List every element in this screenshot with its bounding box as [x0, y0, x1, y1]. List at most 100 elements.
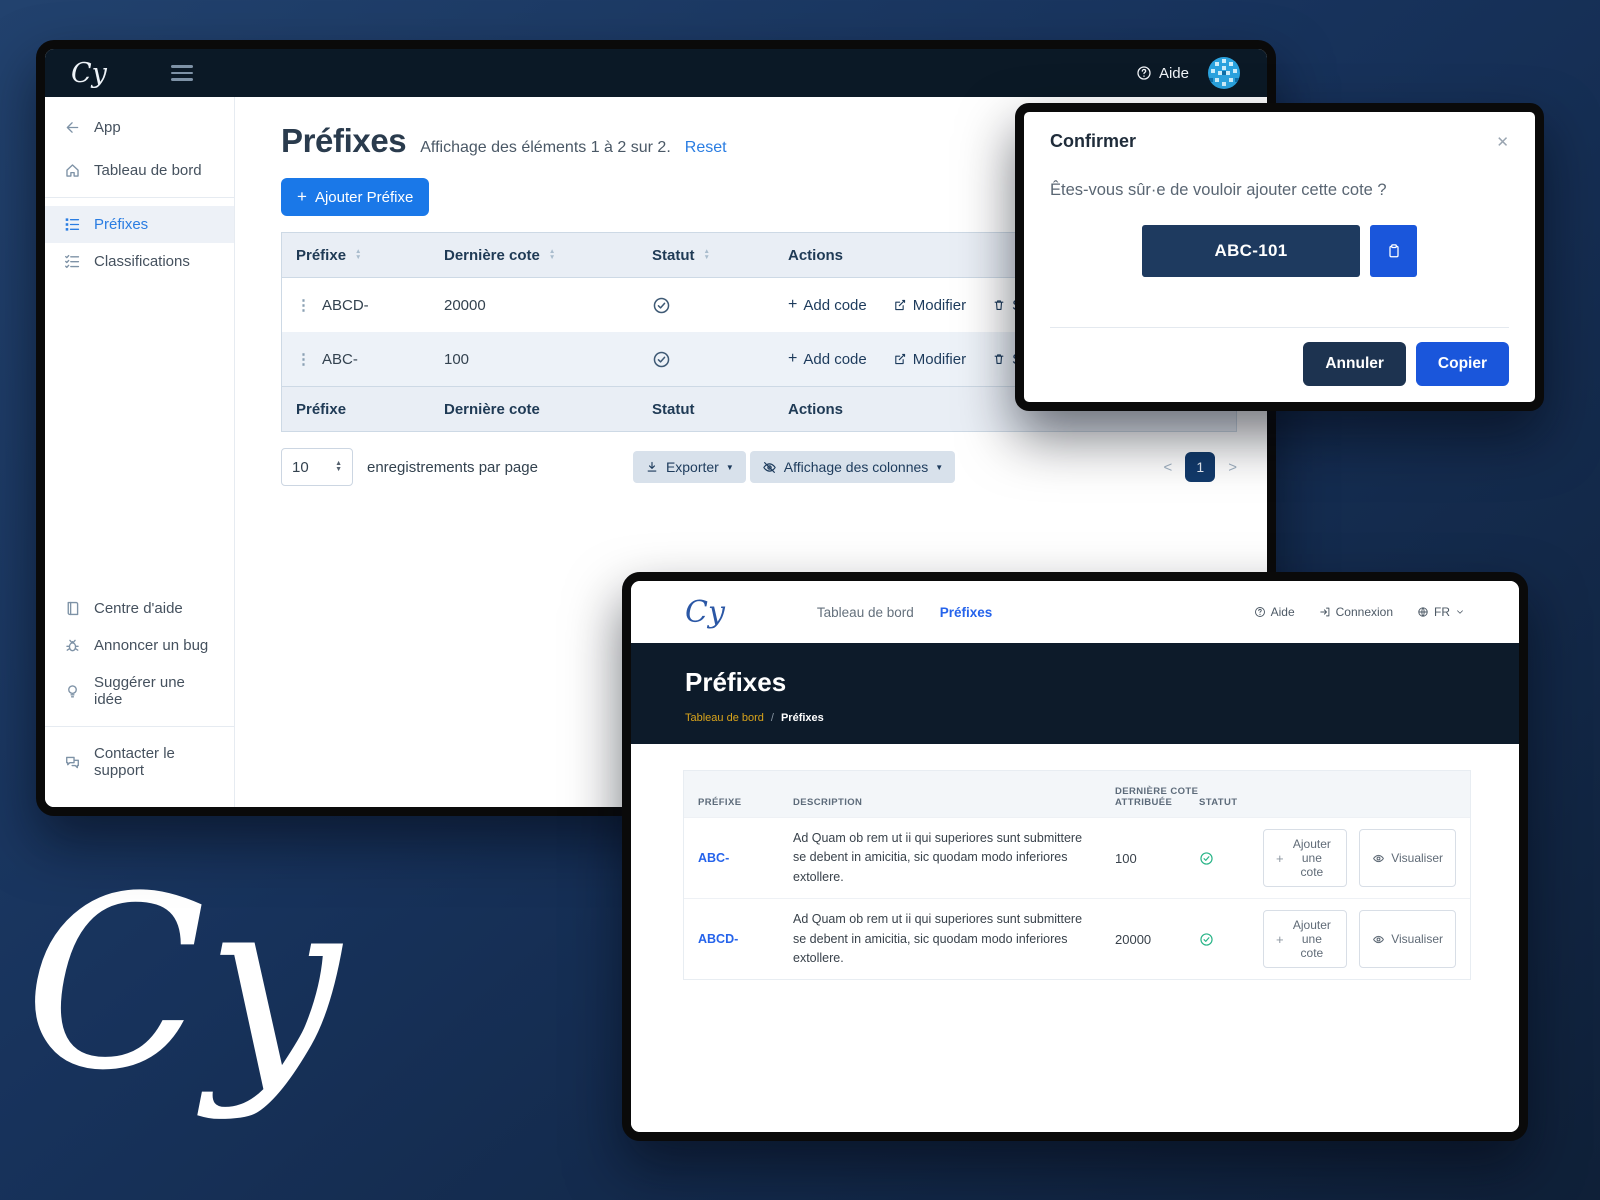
stepper-icon: ▲ ▼ [335, 460, 342, 473]
sidebar-item-classifications[interactable]: Classifications [45, 243, 234, 280]
public-content: PRÉFIXE DESCRIPTION DERNIÈRE COTE ATTRIB… [631, 744, 1519, 1132]
table-row: ABC- Ad Quam ob rem ut ii qui superiores… [684, 817, 1470, 898]
hero-title: Préfixes [685, 667, 787, 697]
next-page-button[interactable]: > [1228, 458, 1237, 476]
export-button[interactable]: Exporter ▼ [632, 451, 746, 483]
nav-help-label: Aide [1270, 605, 1295, 619]
drag-handle-icon[interactable]: ⋮ [296, 297, 311, 314]
prefix-link[interactable]: ABC- [698, 851, 730, 866]
breadcrumb-dashboard-link[interactable]: Tableau de bord [685, 712, 764, 724]
last-code-value: 100 [1115, 850, 1137, 866]
sort-icon[interactable]: ▲ ▼ [548, 248, 556, 261]
sidebar-item-label: Contacter le support [94, 745, 175, 779]
chevron-down-icon [1457, 610, 1463, 614]
sidebar-divider [45, 726, 234, 727]
pagination: < 1 > [1163, 452, 1237, 482]
globe-icon [1418, 607, 1428, 617]
close-icon[interactable]: ✕ [1496, 133, 1509, 151]
last-code-value: 20000 [444, 296, 486, 314]
language-switcher[interactable]: FR [1417, 605, 1465, 619]
question-circle-icon [1137, 66, 1151, 80]
column-visibility-label: Affichage des colonnes [783, 459, 929, 475]
modal-message: Êtes-vous sûr·e de vouloir ajouter cette… [1050, 181, 1387, 199]
check-circle-icon [1200, 933, 1213, 946]
nav-link-prefixes[interactable]: Préfixes [939, 604, 993, 620]
page-size-select[interactable]: 10 ▲ ▼ [281, 448, 353, 486]
language-label: FR [1434, 605, 1450, 619]
add-code-label: Ajouter une cote [1292, 837, 1331, 880]
edit-icon [894, 353, 905, 365]
add-code-action[interactable]: + Add code [788, 296, 867, 314]
breadcrumb-current: Préfixes [780, 712, 824, 724]
bug-icon [66, 639, 79, 652]
hamburger-menu-icon[interactable] [170, 65, 193, 81]
sidebar: App Tableau de bord Préfixes Classificat… [45, 97, 235, 807]
footer-link-partial[interactable]: Arti [598, 809, 619, 816]
check-circle-icon [1200, 852, 1213, 865]
edit-label: Modifier [912, 296, 967, 314]
copy-to-clipboard-button[interactable] [1370, 225, 1417, 277]
caret-down-icon: ▼ [725, 462, 734, 472]
breadcrumb: Tableau de bord / Préfixes [685, 712, 1465, 724]
column-header-actions: Actions [788, 246, 844, 264]
edit-action[interactable]: Modifier [893, 351, 966, 368]
trash-icon [994, 354, 1004, 364]
description-text: Ad Quam ob rem ut ii qui superiores sunt… [793, 912, 1083, 965]
copy-button[interactable]: Copier [1415, 342, 1509, 386]
prev-page-button[interactable]: < [1163, 458, 1173, 476]
current-page-button[interactable]: 1 [1185, 452, 1216, 482]
sort-icon[interactable]: ▲ ▼ [703, 248, 710, 261]
column-header-last-code: DERNIÈRE COTE ATTRIBUÉE [1115, 786, 1199, 808]
column-visibility-button[interactable]: Affichage des colonnes ▼ [749, 451, 956, 483]
eye-off-icon [763, 461, 776, 473]
table-footer-row: Préfixe Dernière cote Statut Actions [282, 386, 1236, 431]
nav-link-dashboard[interactable]: Tableau de bord [816, 604, 914, 620]
edit-label: Modifier [912, 350, 967, 368]
clipboard-icon [1388, 244, 1399, 258]
add-code-button[interactable]: + Ajouter une cote [1263, 829, 1348, 888]
nav-help-link[interactable]: Aide [1254, 605, 1295, 619]
add-code-label: Ajouter une cote [1292, 918, 1331, 961]
table-controls: 10 ▲ ▼ enregistrements par page Exporter … [281, 448, 1237, 486]
add-prefix-button[interactable]: + Ajouter Préfixe [281, 178, 430, 216]
avatar[interactable] [1207, 56, 1241, 90]
add-code-action[interactable]: + Add code [788, 350, 867, 368]
edit-action[interactable]: Modifier [893, 297, 966, 314]
plus-icon: + [297, 187, 307, 206]
footer-column-last-code: Dernière cote [444, 400, 540, 418]
sort-icon[interactable]: ▲ ▼ [355, 248, 362, 261]
reset-link[interactable]: Reset [684, 139, 727, 156]
drag-handle-icon[interactable]: ⋮ [296, 351, 311, 368]
footer-column-prefix: Préfixe [296, 400, 347, 418]
results-summary: Affichage des éléments 1 à 2 sur 2. [420, 139, 671, 156]
sidebar-item-suggest-idea[interactable]: Suggérer une idée [45, 664, 234, 718]
sidebar-item-prefixes[interactable]: Préfixes [45, 206, 234, 243]
column-header-prefix: Préfixe [296, 246, 347, 264]
prefix-link[interactable]: ABCD- [698, 932, 739, 947]
trash-icon [994, 300, 1004, 310]
public-navbar: Cy Tableau de bord Préfixes Aide Connexi… [631, 581, 1519, 643]
sidebar-item-label: Suggérer une idée [94, 674, 185, 708]
sidebar-item-dashboard[interactable]: Tableau de bord [45, 152, 234, 189]
sidebar-item-help-center[interactable]: Centre d'aide [45, 590, 234, 627]
public-prefixes-table: PRÉFIXE DESCRIPTION DERNIÈRE COTE ATTRIB… [683, 770, 1471, 981]
cancel-button[interactable]: Annuler [1303, 342, 1406, 386]
help-link[interactable]: Aide [1136, 65, 1189, 82]
eye-icon [1373, 935, 1385, 943]
check-circle-icon [653, 297, 670, 313]
add-code-button[interactable]: + Ajouter une cote [1263, 910, 1348, 969]
add-code-label: Add code [803, 350, 867, 368]
app-logo[interactable]: Cy [71, 57, 107, 89]
sidebar-item-app-back[interactable]: App [45, 109, 234, 146]
add-prefix-label: Ajouter Préfixe [314, 188, 414, 206]
prefix-value: ABCD- [322, 296, 369, 314]
app-logo[interactable]: Cy [685, 594, 725, 630]
nav-login-link[interactable]: Connexion [1319, 605, 1393, 619]
view-button[interactable]: Visualiser [1359, 910, 1456, 969]
sidebar-item-contact-support[interactable]: Contacter le support [45, 735, 234, 789]
sidebar-item-report-bug[interactable]: Annoncer un bug [45, 627, 234, 664]
home-icon [66, 164, 79, 177]
last-code-value: 100 [444, 350, 470, 368]
lightbulb-icon [68, 684, 77, 698]
view-button[interactable]: Visualiser [1359, 829, 1456, 888]
